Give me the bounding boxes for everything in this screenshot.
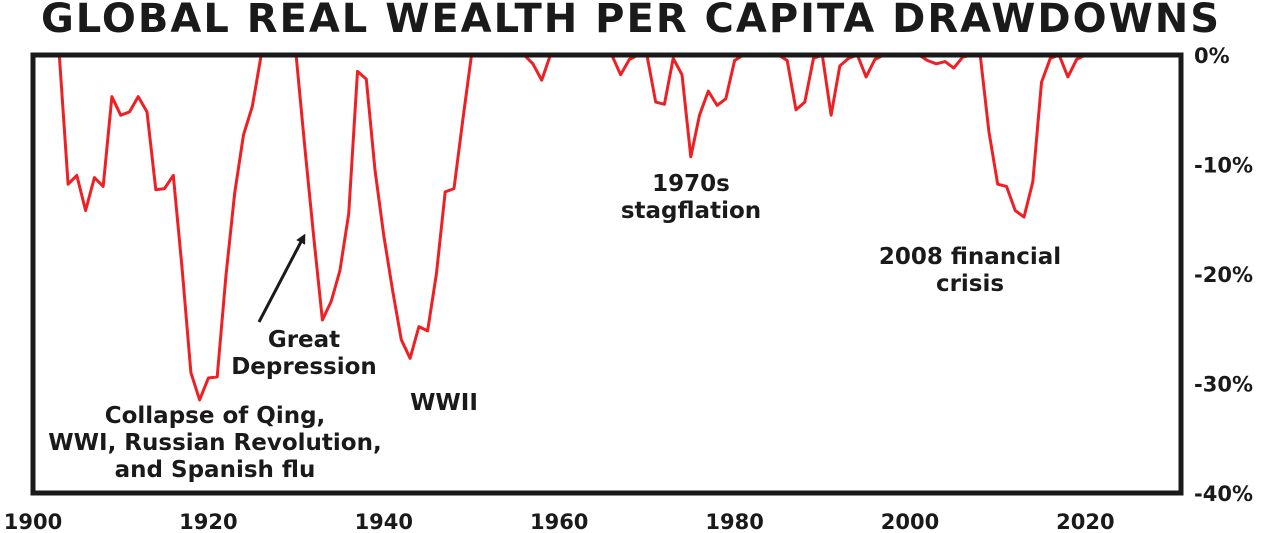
y-tick-label: -10% bbox=[1194, 154, 1253, 178]
chart-title: GLOBAL REAL WEALTH PER CAPITA DRAWDOWNS bbox=[40, 0, 1222, 42]
annotation-line: 1970s bbox=[652, 171, 730, 197]
y-tick-label: -40% bbox=[1194, 482, 1253, 506]
x-tick-label: 2020 bbox=[1056, 510, 1114, 533]
y-tick-label: -20% bbox=[1194, 263, 1253, 287]
x-axis: 1900 1920 1940 1960 1980 2000 2020 bbox=[4, 510, 1115, 533]
annotation-line: and Spanish flu bbox=[115, 457, 316, 483]
x-tick-label: 1920 bbox=[179, 510, 237, 533]
x-tick-label: 1960 bbox=[530, 510, 588, 533]
annotation-1: Great Depression bbox=[231, 327, 377, 380]
annotation-line: stagflation bbox=[621, 198, 761, 224]
annotation-line: Depression bbox=[231, 354, 377, 380]
annotation-line: Collapse of Qing, bbox=[105, 403, 326, 429]
annotation-2: WWII bbox=[410, 390, 478, 416]
y-tick-label: 0% bbox=[1194, 44, 1230, 68]
annotation-0: Collapse of Qing, WWI, Russian Revolution… bbox=[48, 403, 381, 483]
annotations: Collapse of Qing, WWI, Russian Revolution… bbox=[48, 171, 1061, 483]
y-tick-label: -30% bbox=[1194, 373, 1253, 397]
annotation-3: 1970s stagflation bbox=[621, 171, 761, 224]
great-depression-arrow bbox=[257, 233, 306, 323]
annotation-line: WWII bbox=[410, 390, 478, 416]
x-tick-label: 1900 bbox=[4, 510, 62, 533]
plot-frame bbox=[30, 52, 1184, 496]
annotation-line: crisis bbox=[936, 271, 1004, 297]
annotation-line: WWI, Russian Revolution, bbox=[48, 430, 381, 456]
y-axis: 0% -10% -20% -30% -40% bbox=[1194, 44, 1253, 506]
x-tick-label: 2000 bbox=[881, 510, 939, 533]
annotation-4: 2008 financial crisis bbox=[879, 244, 1061, 297]
x-tick-label: 1940 bbox=[355, 510, 413, 533]
annotation-line: 2008 financial bbox=[879, 244, 1061, 270]
series-line-0 bbox=[57, 55, 1095, 402]
x-tick-label: 1980 bbox=[705, 510, 763, 533]
series-layer bbox=[57, 55, 1095, 402]
annotation-line: Great bbox=[268, 327, 340, 353]
